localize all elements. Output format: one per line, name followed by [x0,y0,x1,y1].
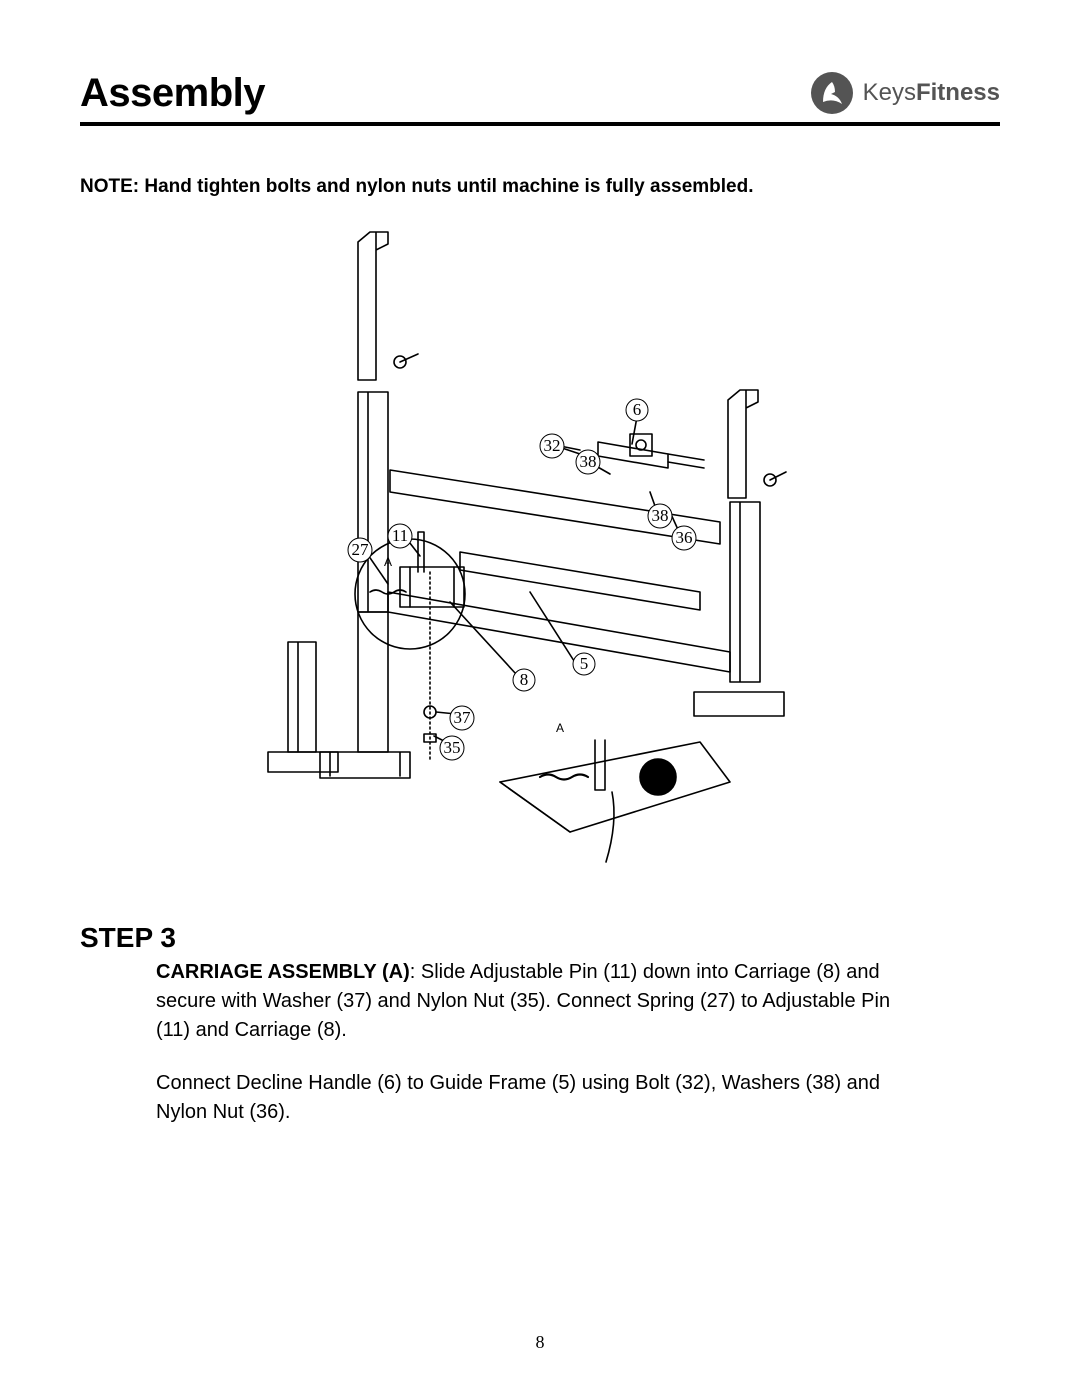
brand-keys: Keys [863,79,916,106]
callout-6: 6 [626,399,648,421]
callout-11: 11 [388,524,412,548]
brand-name: KeysFitness [863,79,1000,107]
svg-text:27: 27 [352,540,370,559]
diagram-svg: 6 32 38 38 36 11 27 8 5 37 35 A A [200,222,880,902]
section-title: Assembly [80,71,265,116]
callout-5: 5 [573,653,595,675]
assembly-note: NOTE: Hand tighten bolts and nylon nuts … [80,176,1000,198]
svg-text:35: 35 [444,738,461,757]
step-paragraph-2: Connect Decline Handle (6) to Guide Fram… [156,1069,916,1127]
callout-38b: 38 [648,504,672,528]
step-title: STEP 3 [80,922,1000,954]
callout-38a: 38 [576,450,600,474]
brand-logo: KeysFitness [809,70,1000,116]
svg-text:32: 32 [544,436,561,455]
page-header: Assembly KeysFitness [80,70,1000,126]
svg-text:8: 8 [520,670,529,689]
callout-35: 35 [440,736,464,760]
callout-37: 37 [450,706,474,730]
step-paragraph-1: CARRIAGE ASSEMBLY (A): Slide Adjustable … [156,958,916,1045]
step-body: CARRIAGE ASSEMBLY (A): Slide Adjustable … [156,958,916,1127]
svg-text:38: 38 [652,506,669,525]
callout-8: 8 [513,669,535,691]
svg-text:36: 36 [676,528,693,547]
page-number: 8 [0,1332,1080,1353]
step-block: STEP 3 CARRIAGE ASSEMBLY (A): Slide Adju… [80,922,1000,1127]
svg-text:37: 37 [454,708,472,727]
callout-32: 32 [540,434,564,458]
callout-27: 27 [348,538,372,562]
carriage-lead: CARRIAGE ASSEMBLY (A) [156,961,410,983]
callout-36: 36 [672,526,696,550]
svg-text:11: 11 [392,526,408,545]
svg-text:6: 6 [633,400,642,419]
brand-fitness: Fitness [916,79,1000,106]
svg-text:5: 5 [580,654,589,673]
assembly-diagram: 6 32 38 38 36 11 27 8 5 37 35 A A [80,222,1000,902]
label-a2: A [556,721,564,735]
brand-icon [809,70,855,116]
svg-text:38: 38 [580,452,597,471]
label-a1: A [384,555,392,569]
